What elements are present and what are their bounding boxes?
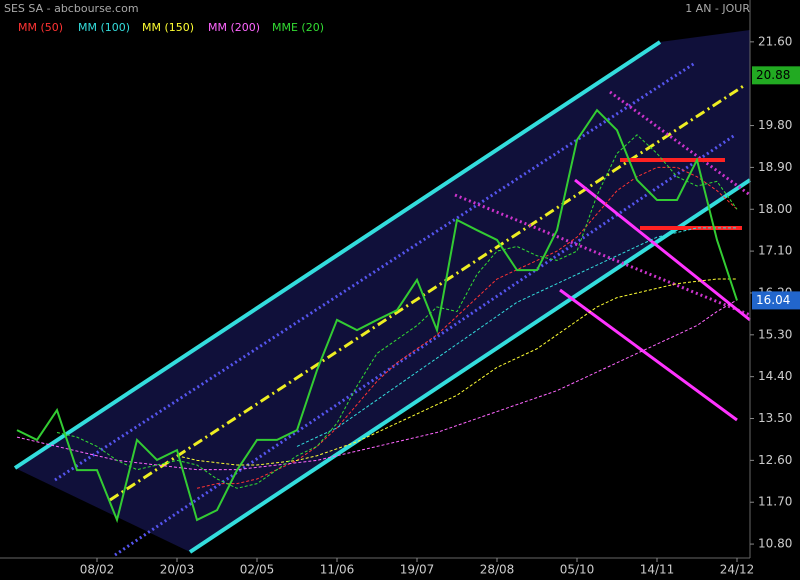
legend-entry: MME (20) <box>272 21 324 34</box>
channel-mid <box>109 83 746 502</box>
magenta-dot <box>609 90 751 197</box>
y-tick-label: 18.00 <box>758 202 792 216</box>
x-tick-label: 24/12 <box>720 563 755 577</box>
legend-entry: MM (200) <box>208 21 260 34</box>
price-marker <box>752 66 800 85</box>
magenta-dot <box>454 193 751 317</box>
y-tick-label: 12.60 <box>758 453 792 467</box>
x-tick-label: 08/02 <box>80 563 115 577</box>
channel-bottom <box>188 178 752 554</box>
price-label: 16.04 <box>756 293 790 307</box>
trend-lines <box>13 40 752 557</box>
y-tick-label: 17.10 <box>758 244 792 258</box>
y-tick-label: 13.50 <box>758 411 792 425</box>
y-tick-label: 14.40 <box>758 369 792 383</box>
x-tick-label: 05/10 <box>560 563 595 577</box>
y-tick-label: 18.90 <box>758 160 792 174</box>
x-tick-label: 11/06 <box>320 563 355 577</box>
chart-subtitle: 1 AN - JOUR <box>685 2 750 15</box>
legend-entry: MM (50) <box>18 21 63 34</box>
channel-top <box>13 40 662 470</box>
channel-dot <box>54 61 696 482</box>
y-tick-label: 10.80 <box>758 537 792 551</box>
price-line <box>16 108 738 524</box>
y-tick-label: 15.30 <box>758 327 792 341</box>
chart-title: SES SA - abcbourse.com <box>4 2 139 15</box>
y-tick-label: 21.60 <box>758 34 792 48</box>
x-tick-label: 02/05 <box>240 563 275 577</box>
legend-entry: MM (100) <box>78 21 130 34</box>
magenta-line <box>574 178 751 322</box>
ma-line <box>196 166 738 489</box>
y-tick-label: 11.70 <box>758 495 792 509</box>
y-tick-label: 19.80 <box>758 118 792 132</box>
x-tick-label: 28/08 <box>480 563 515 577</box>
legend-entry: MM (150) <box>142 21 194 34</box>
x-tick-label: 14/11 <box>640 563 675 577</box>
price-label: 20.88 <box>756 68 790 82</box>
channel-fill <box>15 30 750 552</box>
x-tick-label: 19/07 <box>400 563 435 577</box>
price-marker <box>752 291 800 310</box>
ma-line <box>16 299 738 471</box>
x-tick-label: 20/03 <box>160 563 195 577</box>
